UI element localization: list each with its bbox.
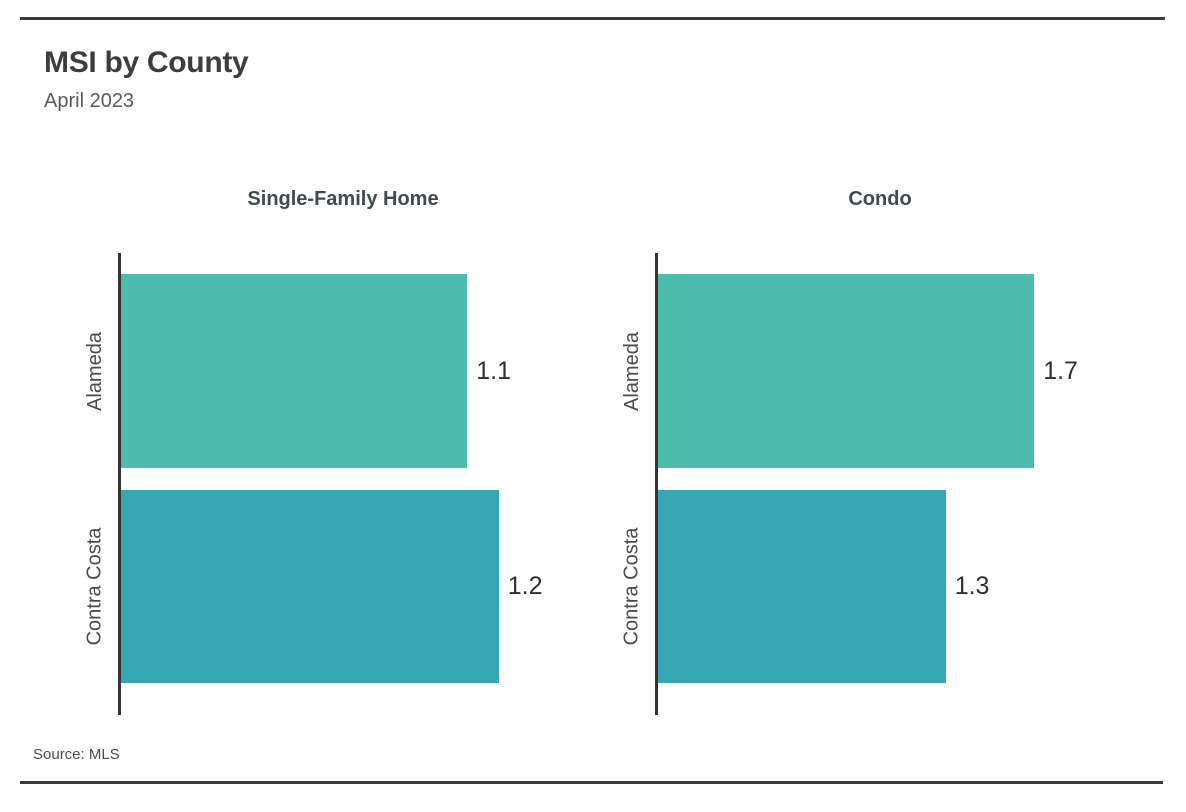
bottom-rule — [20, 781, 1163, 784]
panel-title-condo: Condo — [848, 188, 912, 210]
top-rule — [20, 17, 1165, 20]
page-subtitle: April 2023 — [44, 90, 135, 112]
category-label-text: Alameda — [83, 331, 106, 411]
category-label-alameda: Alameda — [620, 274, 644, 468]
value-label: 1.3 — [954, 572, 990, 600]
bar-row-contra-costa: Contra Costa 1.2 — [84, 490, 568, 683]
plot-area-condo: Alameda 1.7 Contra Costa 1.3 — [621, 253, 1105, 715]
bar-alameda — [658, 274, 1035, 468]
category-label-alameda: Alameda — [83, 274, 107, 468]
bar-row-alameda: Alameda 1.7 — [621, 274, 1105, 468]
chart-panel-condo: Condo Alameda 1.7 Contra Costa 1.3 — [621, 188, 1105, 718]
y-axis-line — [118, 253, 121, 715]
value-label: 1.7 — [1043, 356, 1078, 385]
plot-area-single-family-home: Alameda 1.1 Contra Costa 1.2 — [84, 253, 568, 715]
category-label-contra-costa: Contra Costa — [83, 490, 107, 683]
value-label: 1.2 — [507, 572, 543, 600]
category-label-contra-costa: Contra Costa — [620, 490, 644, 683]
bar-contra-costa — [658, 490, 946, 683]
category-label-text: Alameda — [620, 331, 643, 411]
value-label: 1.1 — [476, 356, 511, 385]
source-note: Source: MLS — [33, 746, 120, 763]
bar-row-contra-costa: Contra Costa 1.3 — [621, 490, 1105, 683]
bar-row-alameda: Alameda 1.1 — [84, 274, 568, 468]
panel-title-single-family-home: Single-Family Home — [247, 188, 439, 210]
page-title: MSI by County — [44, 46, 249, 79]
y-axis-line — [655, 253, 658, 715]
bar-alameda — [121, 274, 468, 468]
chart-panel-single-family-home: Single-Family Home Alameda 1.1 Contra Co… — [84, 188, 568, 718]
category-label-text: Contra Costa — [83, 527, 106, 646]
bar-contra-costa — [121, 490, 499, 683]
category-label-text: Contra Costa — [620, 527, 643, 646]
